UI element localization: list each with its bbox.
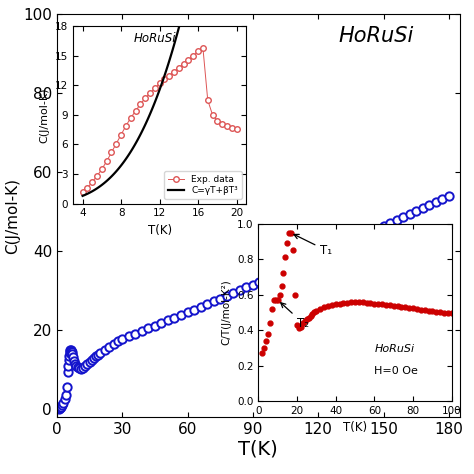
Text: HoRuSi: HoRuSi [339,27,414,46]
X-axis label: T(K): T(K) [238,440,278,459]
Y-axis label: C(J/mol-K): C(J/mol-K) [5,178,20,254]
